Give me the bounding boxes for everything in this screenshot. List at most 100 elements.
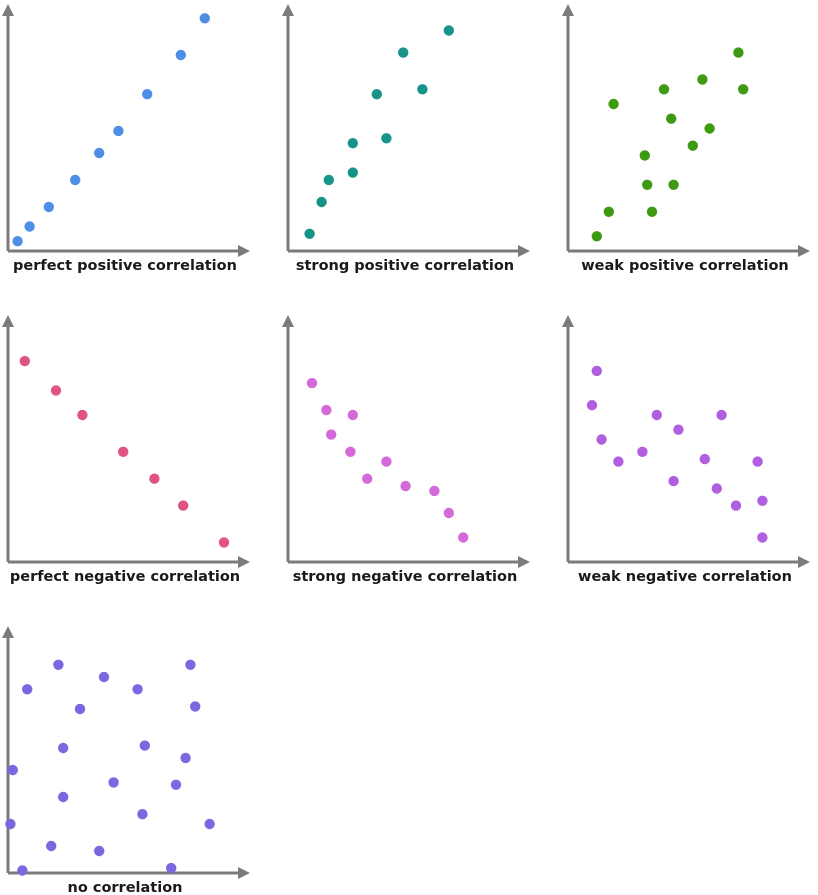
data-point: [381, 133, 392, 144]
scatter-panel: weak positive correlation: [562, 4, 810, 274]
data-point: [24, 221, 35, 232]
data-point: [113, 125, 124, 137]
data-point: [98, 671, 110, 683]
x-axis-arrow-icon: [518, 556, 530, 568]
scatter-panel: perfect negative correlation: [2, 315, 250, 585]
y-axis-arrow-icon: [2, 315, 14, 327]
data-point: [347, 138, 358, 149]
data-point: [651, 409, 662, 421]
data-point: [77, 409, 88, 421]
data-point: [108, 777, 119, 788]
data-point: [7, 764, 18, 776]
data-point: [5, 818, 16, 830]
data-point: [704, 123, 715, 134]
data-point: [697, 74, 708, 85]
data-point: [58, 791, 69, 803]
data-point: [458, 532, 469, 543]
x-axis-arrow-icon: [798, 245, 810, 257]
data-point: [12, 236, 23, 247]
data-point: [687, 140, 698, 151]
data-point: [711, 483, 722, 494]
y-axis-arrow-icon: [562, 4, 574, 16]
data-point: [757, 532, 768, 543]
data-point: [733, 47, 744, 58]
y-axis-arrow-icon: [2, 626, 14, 638]
data-point: [166, 862, 177, 874]
data-point: [591, 231, 602, 242]
data-point: [668, 475, 679, 487]
data-point: [46, 840, 57, 852]
data-point: [400, 480, 411, 492]
data-point: [175, 49, 186, 61]
data-point: [417, 84, 428, 95]
data-point: [347, 167, 358, 178]
data-point: [326, 429, 337, 440]
data-point: [170, 779, 182, 790]
data-point: [613, 456, 624, 467]
chart-title: perfect negative correlation: [10, 569, 240, 585]
data-point: [603, 206, 614, 217]
scatter-panel: no correlation: [2, 626, 250, 895]
data-point: [443, 507, 454, 519]
data-point: [362, 473, 373, 484]
data-point: [738, 84, 749, 95]
data-point: [730, 500, 742, 511]
data-point: [17, 865, 28, 876]
data-point: [118, 446, 129, 457]
data-point: [304, 228, 315, 239]
data-point: [639, 150, 650, 161]
data-point: [699, 453, 710, 465]
data-point: [596, 434, 607, 445]
x-axis-arrow-icon: [798, 556, 810, 568]
data-point: [716, 409, 727, 421]
y-axis-arrow-icon: [282, 315, 294, 327]
data-point: [22, 684, 33, 695]
data-point: [74, 703, 86, 715]
data-point: [323, 174, 334, 186]
data-point: [381, 456, 392, 467]
data-point: [190, 701, 201, 712]
chart-title: perfect positive correlation: [13, 258, 237, 274]
data-point: [19, 355, 30, 367]
y-axis-arrow-icon: [2, 4, 14, 16]
y-axis-arrow-icon: [282, 4, 294, 16]
data-point: [371, 89, 382, 100]
data-point: [43, 201, 54, 213]
data-point: [199, 13, 210, 24]
scatter-panel: perfect positive correlation: [2, 4, 250, 274]
data-point: [178, 500, 189, 511]
y-axis-arrow-icon: [562, 315, 574, 327]
data-point: [180, 752, 191, 764]
data-point: [132, 684, 143, 695]
data-point: [345, 446, 356, 457]
data-point: [58, 742, 69, 754]
x-axis-arrow-icon: [518, 245, 530, 257]
chart-title: strong negative correlation: [293, 569, 518, 585]
scatter-panel: strong negative correlation: [282, 315, 530, 585]
data-point: [218, 537, 230, 548]
data-point: [429, 485, 440, 497]
data-point: [321, 404, 332, 416]
data-point: [204, 818, 215, 830]
data-point: [591, 365, 602, 377]
data-point: [646, 206, 658, 217]
data-point: [94, 845, 105, 857]
data-point: [50, 385, 62, 396]
data-point: [149, 473, 160, 484]
data-point: [398, 47, 409, 58]
data-point: [70, 174, 81, 186]
data-point: [185, 659, 196, 670]
scatter-panel: strong positive correlation: [282, 4, 530, 274]
chart-title: strong positive correlation: [296, 258, 514, 274]
data-point: [94, 147, 105, 159]
data-point: [668, 179, 679, 190]
chart-title: no correlation: [68, 880, 183, 895]
data-point: [306, 377, 318, 389]
data-point: [666, 113, 677, 124]
data-point: [642, 179, 653, 190]
data-point: [757, 495, 768, 506]
x-axis-arrow-icon: [238, 245, 250, 257]
data-point: [443, 25, 454, 36]
